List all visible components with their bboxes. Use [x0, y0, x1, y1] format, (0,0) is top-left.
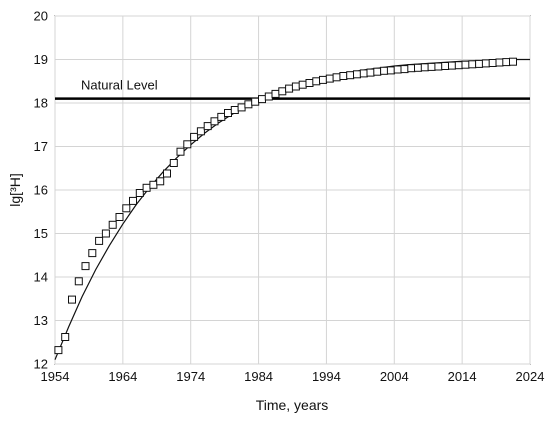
data-point-marker	[156, 177, 165, 186]
data-point-marker	[285, 84, 294, 93]
y-tick-label: 12	[34, 357, 48, 372]
data-point-marker	[414, 63, 422, 72]
data-point-marker	[454, 61, 463, 70]
data-point-marker	[149, 180, 158, 189]
data-point-marker	[366, 68, 375, 77]
data-point-marker	[353, 70, 361, 79]
data-point-marker	[251, 97, 260, 106]
data-point-marker	[264, 92, 273, 101]
data-point-marker	[169, 159, 178, 167]
data-point-marker	[393, 65, 402, 74]
data-point-marker	[81, 262, 90, 271]
x-tick-label: 1964	[108, 369, 137, 384]
y-tick-label: 16	[34, 183, 48, 198]
y-tick-labels: 12 13 14 15 16 17 18 19 20	[34, 9, 48, 372]
data-point-marker	[319, 75, 327, 84]
data-point-marker	[427, 62, 436, 71]
data-point-marker	[230, 106, 239, 114]
data-point-marker	[420, 63, 429, 72]
data-point-marker	[244, 100, 253, 109]
data-point-marker	[176, 147, 185, 156]
data-point-marker	[74, 277, 83, 286]
data-point-marker	[495, 58, 504, 67]
x-tick-label: 2024	[516, 369, 545, 384]
data-point-marker	[122, 204, 131, 213]
data-point-marker	[237, 103, 246, 112]
data-point-marker	[481, 59, 490, 68]
y-tick-label: 14	[34, 270, 48, 285]
data-point-marker	[190, 132, 199, 141]
data-point-marker	[101, 229, 110, 238]
data-point-marker	[325, 74, 334, 83]
data-point-marker	[400, 65, 409, 74]
data-point-marker	[407, 64, 416, 73]
data-point-marker	[68, 295, 76, 304]
x-tick-label: 1994	[312, 369, 341, 384]
x-tick-label: 2014	[448, 369, 477, 384]
data-point-marker	[312, 77, 321, 86]
data-point-marker	[217, 112, 226, 121]
y-tick-label: 13	[34, 313, 48, 328]
data-point-marker	[163, 169, 171, 178]
data-point-marker	[135, 189, 144, 197]
data-point-marker	[346, 71, 355, 80]
data-point-marker	[468, 60, 477, 69]
data-point-marker	[224, 109, 232, 117]
data-point-marker	[183, 140, 192, 149]
data-point-marker	[305, 79, 314, 87]
data-point-marker	[271, 89, 280, 98]
data-point-marker	[258, 95, 266, 104]
y-tick-label: 18	[34, 96, 48, 111]
y-tick-label: 15	[34, 226, 48, 241]
data-point-marker	[203, 122, 212, 131]
y-tick-label: 19	[34, 52, 48, 67]
marker-layer	[54, 57, 517, 355]
data-point-marker	[448, 61, 456, 70]
data-point-marker	[359, 69, 368, 78]
data-point-marker	[278, 87, 287, 96]
data-point-marker	[509, 57, 517, 66]
data-point-marker	[386, 66, 395, 75]
data-point-marker	[332, 73, 341, 82]
x-axis-title: Time, years	[256, 397, 329, 413]
x-tick-label: 1984	[244, 369, 273, 384]
natural-level-label: Natural Level	[81, 78, 158, 93]
data-point-marker	[298, 80, 307, 89]
x-tick-label: 1954	[41, 369, 70, 384]
y-tick-label: 20	[34, 9, 48, 24]
reference-layer: Natural Level	[55, 78, 530, 100]
data-point-marker	[210, 117, 219, 126]
data-point-marker	[373, 67, 382, 76]
data-point-marker	[502, 58, 511, 67]
x-tick-labels: 1954 1964 1974 1984 1994 2004 2014 2024	[41, 369, 545, 384]
data-point-marker	[129, 196, 137, 205]
data-point-marker	[88, 249, 97, 258]
data-point-marker	[380, 66, 389, 75]
y-tick-label: 17	[34, 139, 48, 154]
data-point-marker	[488, 59, 497, 67]
data-point-marker	[339, 72, 348, 80]
x-tick-label: 1974	[176, 369, 205, 384]
y-axis-title: lg[³H]	[7, 173, 23, 206]
data-point-marker	[95, 236, 104, 245]
data-point-marker	[115, 213, 124, 221]
data-point-marker	[108, 220, 117, 229]
data-point-marker	[441, 62, 450, 70]
grid-layer	[54, 15, 531, 365]
data-point-marker	[61, 333, 70, 341]
data-point-marker	[434, 62, 443, 71]
data-point-marker	[196, 127, 205, 136]
data-point-marker	[54, 346, 63, 355]
data-point-marker	[461, 60, 470, 69]
data-point-marker	[291, 82, 300, 91]
data-point-marker	[475, 59, 484, 68]
x-tick-label: 2004	[380, 369, 409, 384]
data-point-marker	[142, 183, 151, 192]
